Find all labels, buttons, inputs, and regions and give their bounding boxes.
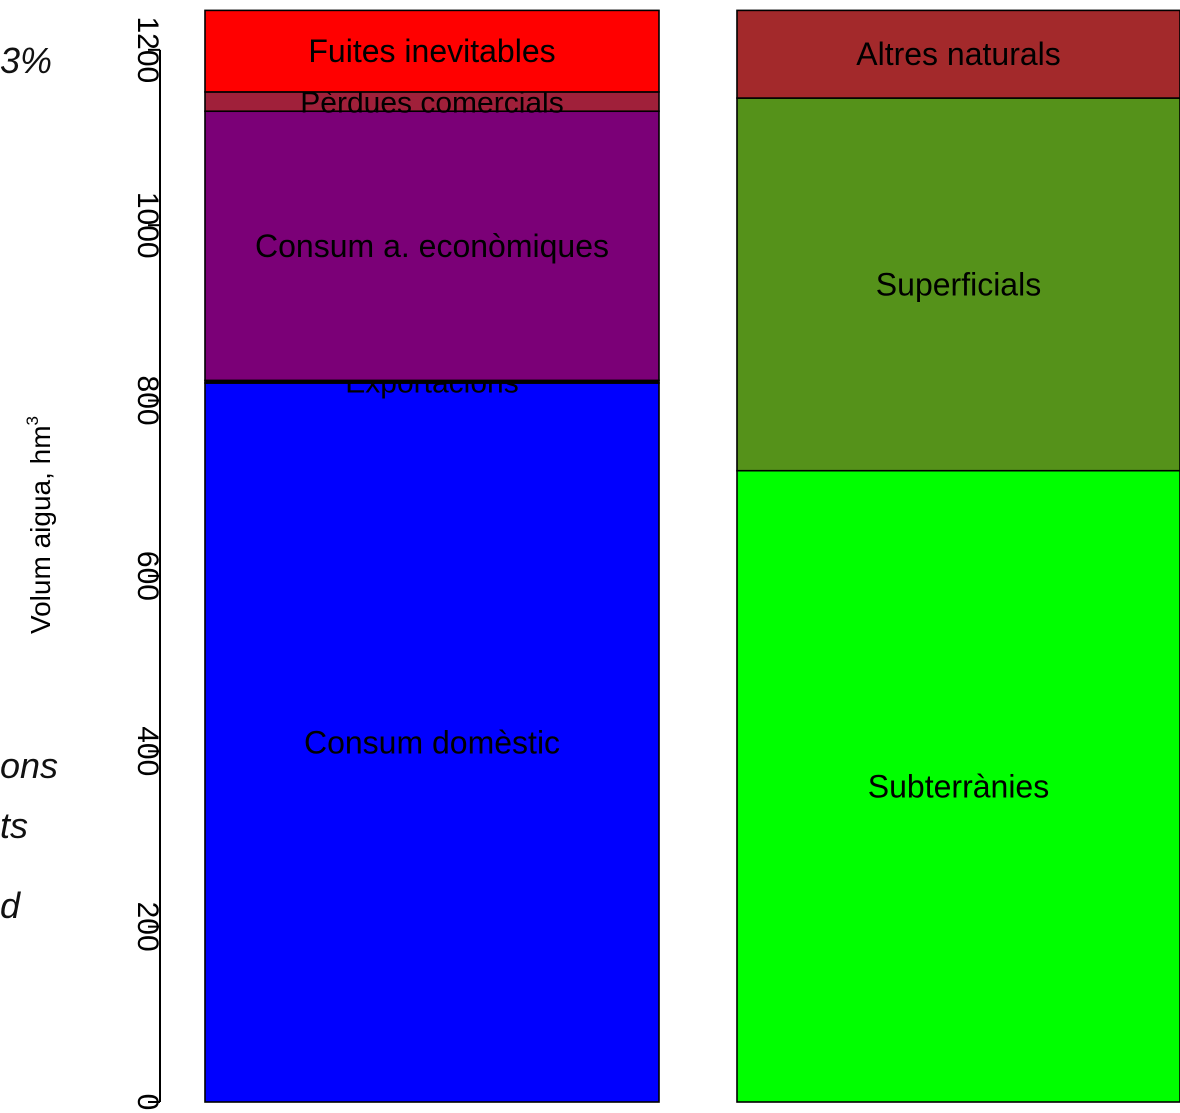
bar-segment xyxy=(736,469,1180,1103)
bar-segment xyxy=(736,97,1180,472)
segment-label: Altres naturals xyxy=(856,36,1061,72)
side-fragment-3: ts xyxy=(0,805,29,846)
side-fragment-2: ons xyxy=(0,745,59,786)
bar-segment xyxy=(204,382,660,1103)
segment-label: Consum a. econòmiques xyxy=(255,228,609,264)
y-axis-title: Volum aigua, hm3 xyxy=(23,416,56,634)
y-tick-label: 400 xyxy=(131,726,164,776)
segment-label: Fuites inevitables xyxy=(308,33,555,69)
segment-label: Superficials xyxy=(876,266,1041,302)
y-tick-label: 1200 xyxy=(131,16,164,83)
y-tick-label: 600 xyxy=(131,551,164,601)
side-fragment-1: 3% xyxy=(0,40,53,81)
y-axis-title-superscript: 3 xyxy=(23,416,42,425)
y-tick-label: 1000 xyxy=(131,192,164,259)
bar-segment xyxy=(204,9,660,93)
y-tick-label: 0 xyxy=(131,1094,164,1111)
segment-label: Consum domèstic xyxy=(304,725,560,761)
y-tick-label: 200 xyxy=(131,902,164,952)
bar-segment xyxy=(204,110,660,382)
segment-label: Subterrànies xyxy=(868,768,1049,804)
bar-segment xyxy=(736,9,1180,99)
side-fragment-4: d xyxy=(0,885,21,926)
y-tick-label: 800 xyxy=(131,376,164,426)
